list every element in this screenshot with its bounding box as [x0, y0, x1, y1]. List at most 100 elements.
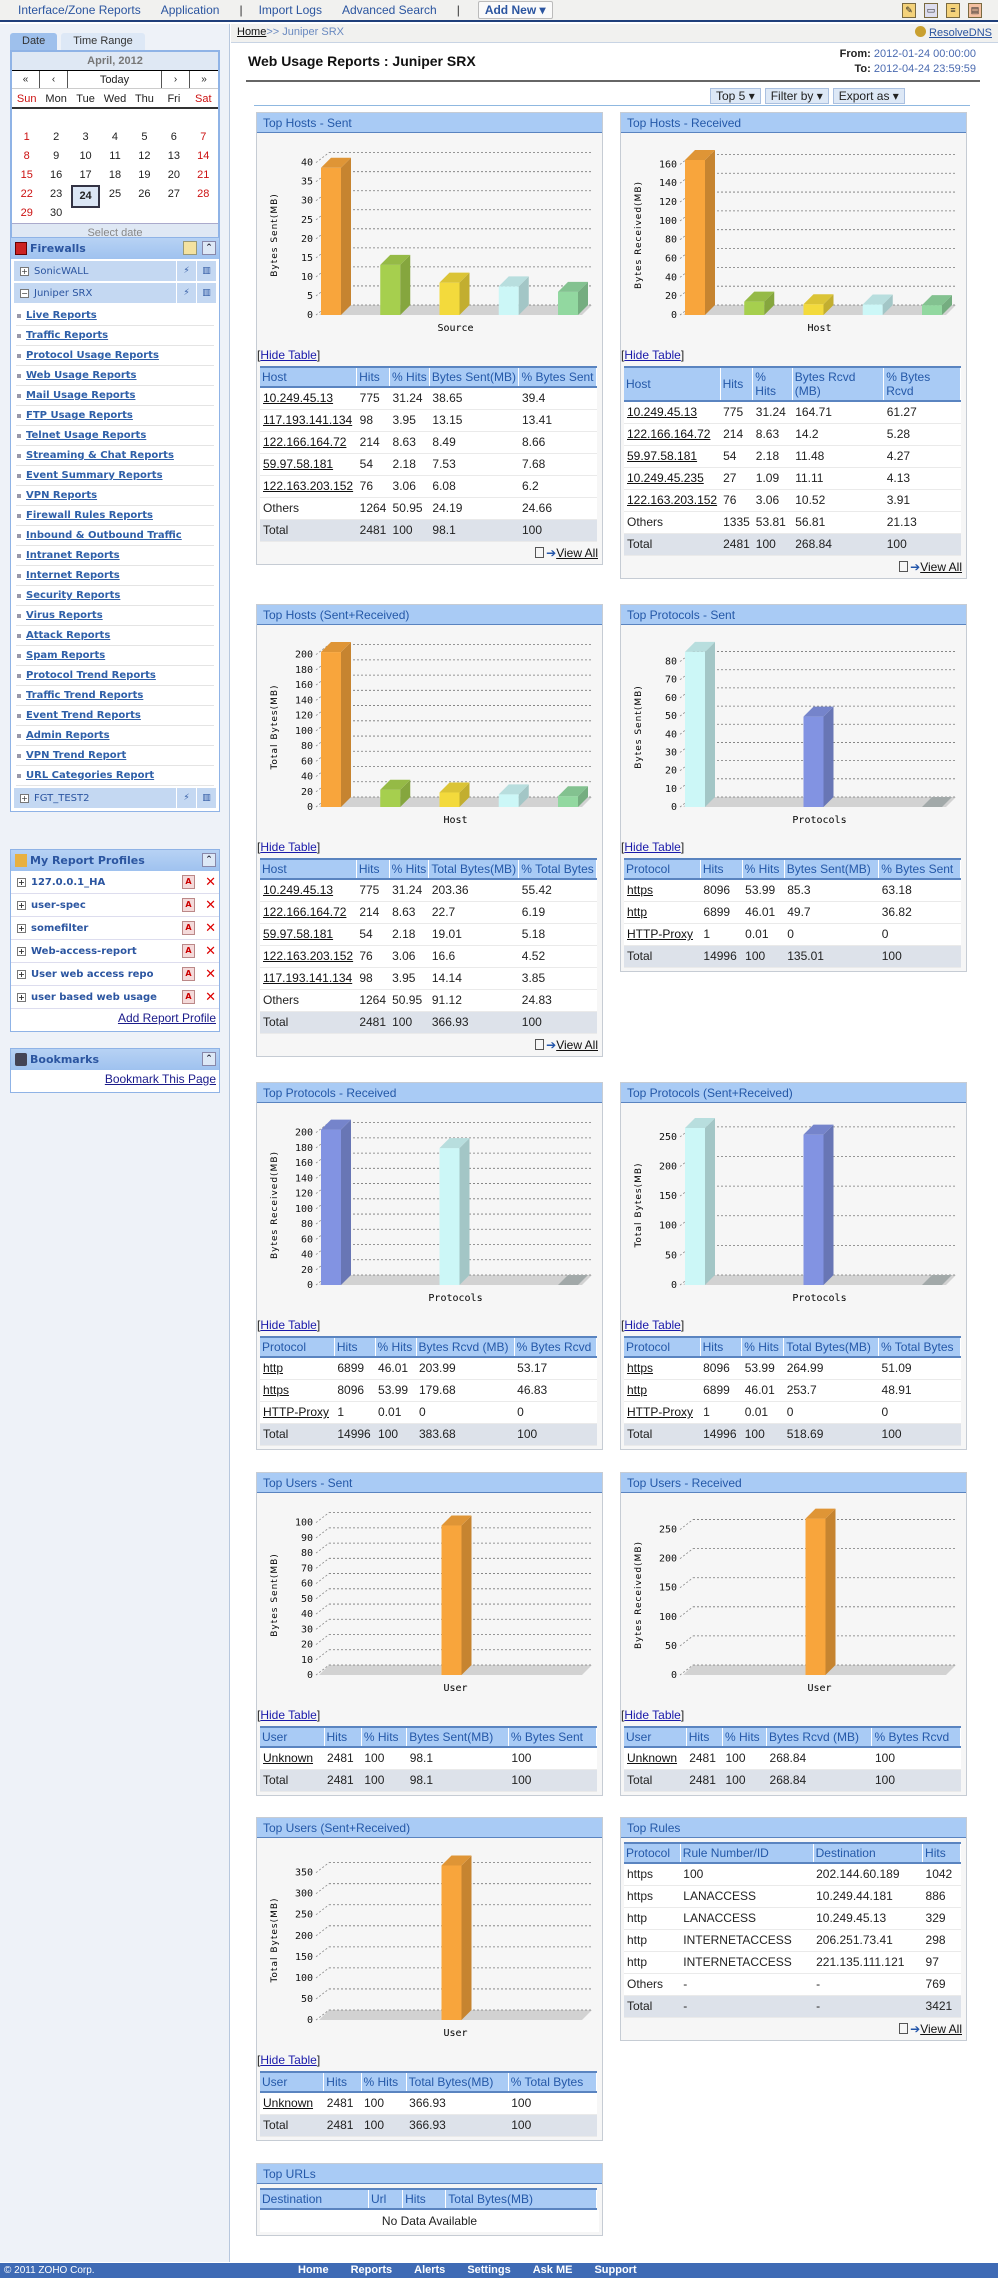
live-report-icon[interactable]: ⚡: [176, 283, 196, 303]
add-new-dropdown[interactable]: Add New ▾: [477, 1, 553, 19]
column-header[interactable]: Hits: [686, 1726, 723, 1748]
report-link[interactable]: Streaming & Chat Reports: [26, 450, 174, 461]
calendar-day[interactable]: 27: [167, 188, 180, 200]
column-header[interactable]: % Bytes Sent: [878, 858, 961, 880]
calendar-day[interactable]: 5: [141, 131, 148, 143]
column-header[interactable]: Host: [624, 366, 721, 402]
column-header[interactable]: Host: [260, 858, 357, 880]
calendar-day[interactable]: 11: [109, 150, 121, 162]
hide-table-link[interactable]: Hide Table: [260, 1708, 317, 1722]
calendar-day[interactable]: 16: [50, 169, 63, 181]
column-header[interactable]: Destination: [260, 2188, 369, 2210]
report-link[interactable]: Event Summary Reports: [26, 470, 163, 481]
calendar-day[interactable]: 17: [79, 169, 92, 181]
column-header[interactable]: % Total Bytes: [878, 1336, 961, 1358]
row-link[interactable]: 122.163.203.152: [263, 949, 354, 963]
delete-icon[interactable]: ✕: [205, 943, 216, 959]
collapse-icon[interactable]: ⌃: [202, 1052, 216, 1066]
report-link[interactable]: Internet Reports: [26, 570, 120, 581]
column-header[interactable]: % Hits: [361, 2071, 407, 2093]
row-link[interactable]: Unknown: [263, 2096, 314, 2111]
report-link[interactable]: Inbound & Outbound Traffic: [26, 530, 182, 541]
calendar-day[interactable]: 29: [20, 207, 33, 219]
column-header[interactable]: Hits: [700, 1336, 743, 1358]
row-link[interactable]: 10.249.45.13: [263, 391, 334, 406]
row-link[interactable]: http: [263, 1361, 284, 1376]
row-link[interactable]: https: [627, 1361, 654, 1376]
column-header[interactable]: Bytes Sent(MB): [429, 366, 520, 388]
expand-icon[interactable]: +: [17, 877, 26, 887]
live-report-icon[interactable]: ⚡: [176, 261, 196, 281]
report-link[interactable]: Web Usage Reports: [26, 370, 137, 381]
column-header[interactable]: % Bytes Rcvd: [883, 366, 961, 402]
pdf-icon[interactable]: A: [182, 944, 195, 958]
report-link[interactable]: Attack Reports: [26, 630, 111, 641]
row-link[interactable]: HTTP-Proxy: [627, 927, 693, 941]
calendar-day[interactable]: 23: [50, 188, 63, 200]
column-header[interactable]: Protocol: [624, 1336, 701, 1358]
device-fgt-test2[interactable]: + FGT_TEST2 ⚡ ▥: [14, 788, 216, 808]
device-sonicwall[interactable]: + SonicWALL ⚡ ▥: [14, 261, 216, 281]
column-header[interactable]: Hits: [324, 1726, 362, 1748]
calendar-day[interactable]: 8: [23, 150, 30, 162]
hide-table-link[interactable]: Hide Table: [624, 348, 681, 362]
column-header[interactable]: Protocol: [624, 858, 701, 880]
calendar-day[interactable]: 25: [108, 188, 122, 200]
row-link[interactable]: Unknown: [263, 1751, 314, 1766]
column-header[interactable]: Hits: [356, 858, 390, 880]
report-link[interactable]: Telnet Usage Reports: [26, 430, 147, 441]
column-header[interactable]: Destination: [813, 1842, 924, 1864]
column-header[interactable]: % Hits: [389, 366, 430, 388]
tab-date[interactable]: Date: [10, 33, 58, 50]
delete-icon[interactable]: ✕: [205, 989, 216, 1005]
row-link[interactable]: 117.193.141.134: [263, 971, 353, 985]
column-header[interactable]: Total Bytes(MB): [783, 1336, 880, 1358]
calendar-day[interactable]: 2: [53, 131, 60, 143]
hide-table-link[interactable]: Hide Table: [260, 1318, 317, 1332]
report-link[interactable]: VPN Reports: [26, 490, 98, 501]
column-header[interactable]: % Bytes Sent: [508, 1726, 598, 1748]
row-link[interactable]: 10.249.45.13: [627, 405, 698, 420]
row-link[interactable]: 122.166.164.72: [263, 435, 347, 449]
footer-reports-link[interactable]: Reports: [350, 2264, 393, 2276]
delete-icon[interactable]: ✕: [205, 874, 216, 890]
pdf-icon[interactable]: A: [182, 921, 195, 935]
calendar-day[interactable]: 3: [82, 131, 89, 143]
calendar-day[interactable]: 15: [20, 169, 33, 181]
nav-advanced-search[interactable]: Advanced Search: [341, 3, 437, 17]
device-juniper-srx[interactable]: − Juniper SRX ⚡ ▥: [14, 283, 216, 303]
row-link[interactable]: 59.97.58.181: [627, 449, 698, 463]
pdf-icon[interactable]: ▤: [968, 3, 982, 18]
column-header[interactable]: Bytes Rcvd (MB): [792, 366, 885, 402]
calendar-day[interactable]: 9: [53, 150, 60, 162]
calendar-day[interactable]: 20: [167, 169, 180, 181]
tab-time-range[interactable]: Time Range: [61, 33, 145, 50]
column-header[interactable]: % Hits: [375, 1336, 417, 1358]
column-header[interactable]: Bytes Rcvd (MB): [766, 1726, 873, 1748]
report-link[interactable]: Protocol Usage Reports: [26, 350, 159, 361]
row-link[interactable]: 59.97.58.181: [263, 927, 334, 941]
pdf-icon[interactable]: A: [182, 898, 195, 912]
chart-icon[interactable]: ▥: [196, 261, 216, 281]
calendar-day[interactable]: 26: [138, 188, 151, 200]
column-header[interactable]: Url: [368, 2188, 404, 2210]
column-header[interactable]: Bytes Sent(MB): [784, 858, 880, 880]
footer-support-link[interactable]: Support: [594, 2264, 637, 2276]
calendar-day[interactable]: 6: [170, 131, 177, 143]
view-all-link[interactable]: View All: [920, 559, 962, 574]
calendar-day[interactable]: 13: [167, 150, 180, 162]
expand-icon[interactable]: +: [17, 900, 26, 910]
column-header[interactable]: Protocol: [624, 1842, 681, 1864]
view-all-link[interactable]: View All: [556, 545, 598, 560]
row-link[interactable]: http: [627, 1383, 648, 1397]
calendar-day[interactable]: 22: [20, 188, 33, 200]
filter-by-dropdown[interactable]: Filter by ▾: [764, 88, 829, 104]
profile-icon[interactable]: ✎: [902, 3, 916, 18]
report-link[interactable]: FTP Usage Reports: [26, 410, 133, 421]
pdf-icon[interactable]: A: [182, 875, 195, 889]
profile-item[interactable]: + user based web usage A ✕: [11, 986, 219, 1009]
calendar-day[interactable]: 28: [197, 188, 210, 200]
hide-table-link[interactable]: Hide Table: [624, 840, 681, 854]
calendar-day[interactable]: 24: [70, 185, 101, 208]
report-link[interactable]: Protocol Trend Reports: [26, 670, 156, 681]
